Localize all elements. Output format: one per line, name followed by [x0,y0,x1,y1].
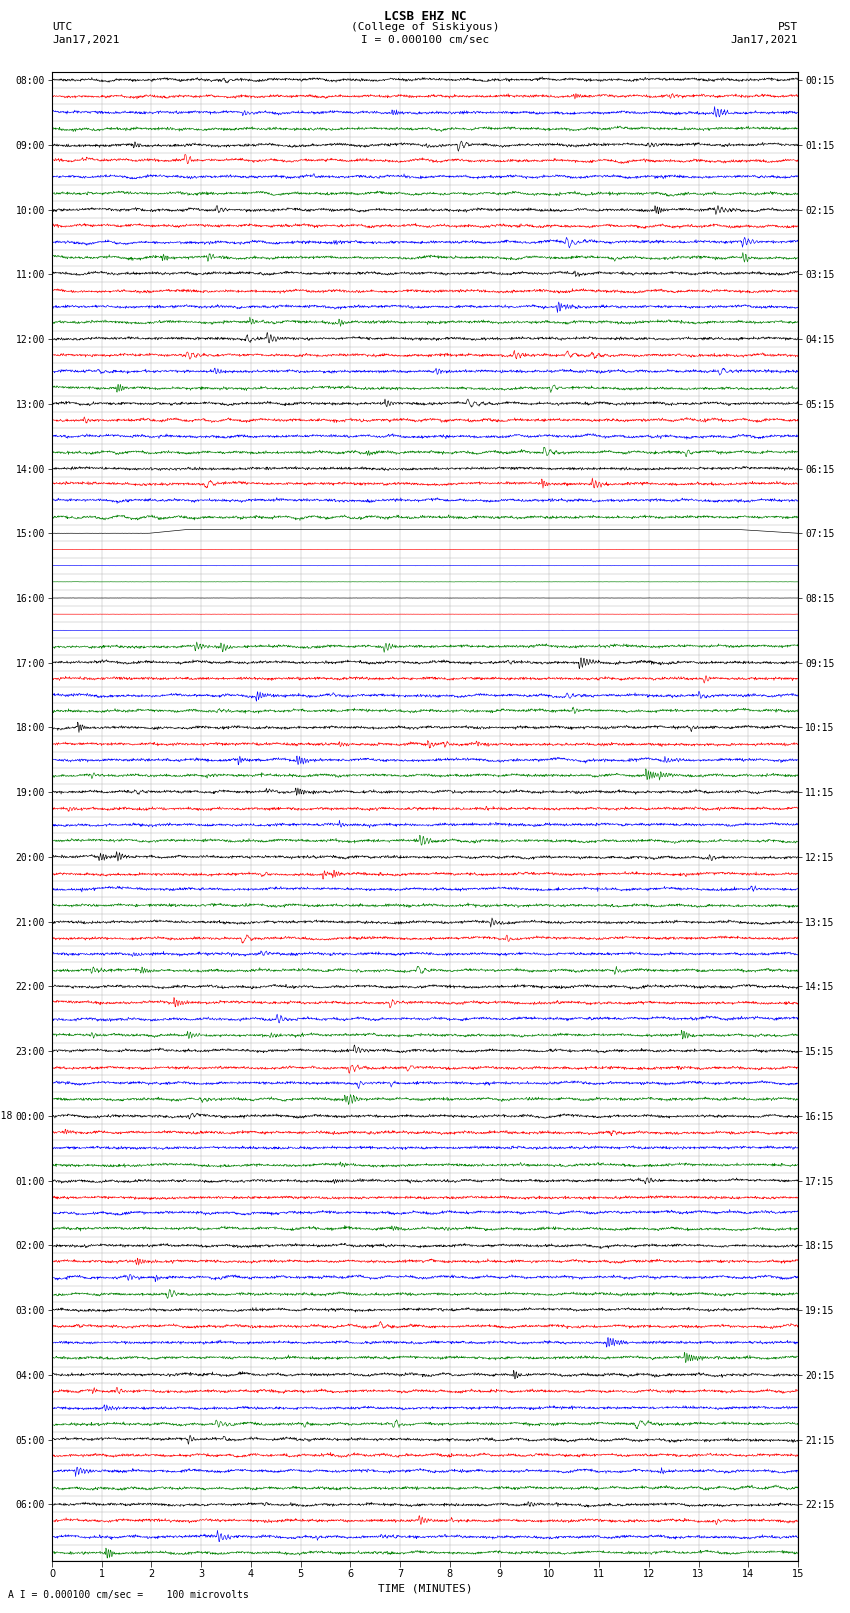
Text: I = 0.000100 cm/sec: I = 0.000100 cm/sec [361,35,489,45]
Text: Jan18: Jan18 [0,1111,13,1121]
Text: Jan17,2021: Jan17,2021 [52,35,120,45]
X-axis label: TIME (MINUTES): TIME (MINUTES) [377,1584,473,1594]
Text: (College of Siskiyous): (College of Siskiyous) [351,23,499,32]
Text: Jan17,2021: Jan17,2021 [730,35,798,45]
Text: UTC: UTC [52,23,72,32]
Text: PST: PST [778,23,798,32]
Text: A I = 0.000100 cm/sec =    100 microvolts: A I = 0.000100 cm/sec = 100 microvolts [8,1590,249,1600]
Text: LCSB EHZ NC: LCSB EHZ NC [383,10,467,23]
